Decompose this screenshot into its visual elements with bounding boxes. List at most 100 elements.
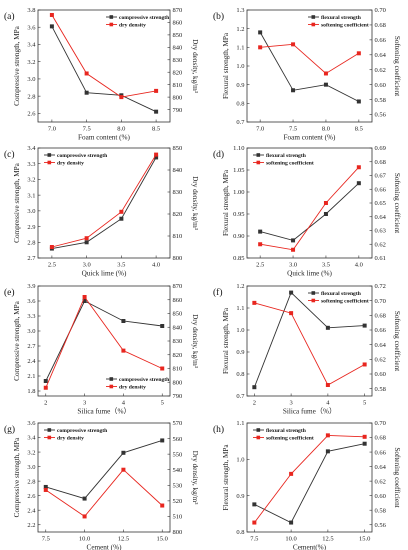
legend-entry: flexural strength [266, 153, 307, 159]
y-left-tick-label: 0.90 [233, 233, 244, 240]
y-left-tick-label: 1.1 [236, 45, 244, 52]
legend-entry: compressive strength [57, 428, 108, 434]
y-right-tick-label: 0.56 [375, 522, 387, 529]
data-point [43, 484, 48, 489]
y-right-tick-label: 870 [173, 7, 183, 14]
plot-frame [37, 9, 171, 123]
y-right-axis-label: Dry density, kg/m³ [191, 176, 199, 231]
panel-label: (f) [213, 287, 223, 298]
y-left-tick-label: 3.2 [27, 59, 35, 66]
x-tick-label: 7.5 [42, 536, 50, 543]
series-line-1 [45, 296, 163, 388]
y-right-tick-label: 840 [173, 167, 183, 174]
series-line-0 [253, 291, 365, 388]
y-right-tick-label: 840 [173, 45, 183, 52]
panel-d: (d) 2.5 3.0 3.5 4.0 0.85 0.90 0.95 1.00 1.05 1.10 0… [213, 145, 401, 277]
data-point [119, 216, 124, 221]
y-right-axis-label: Softening coefficient [393, 173, 401, 233]
y-right-tick-label: 0.64 [375, 342, 387, 349]
data-point [356, 165, 361, 170]
y-left-axis-label: Flexural strength, MPa [222, 307, 230, 374]
data-point [325, 325, 330, 330]
data-point [154, 152, 159, 157]
y-right-tick-label: 800 [173, 255, 183, 262]
y-left-tick-label: 0.9 [236, 349, 244, 356]
y-left-tick-label: 1.1 [236, 305, 244, 312]
y-right-tick-label: 820 [173, 69, 183, 76]
panel-h: (h) 7.5 10.0 12.5 15.0 0.8 0.9 1.0 1.1 0.56 0.58 0.… [213, 420, 401, 550]
x-tick-label: 2 [44, 400, 47, 407]
plot-frame [37, 147, 171, 259]
data-point [82, 295, 87, 299]
data-point [43, 379, 48, 383]
panel-label: (h) [213, 424, 224, 435]
series-line-0 [260, 182, 360, 241]
legend-marker [109, 377, 114, 381]
y-right-tick-label: 0.65 [375, 200, 386, 207]
y-right-tick-label: 550 [173, 451, 183, 458]
y-right-tick-label: 0.62 [375, 241, 386, 248]
legend-marker [311, 22, 316, 27]
series-line-1 [51, 154, 157, 248]
y-right-tick-label: 0.67 [375, 173, 387, 180]
y-left-tick-label: 3.0 [27, 76, 35, 83]
legend: compressive strength dry density [106, 15, 170, 29]
y-right-tick-label: 0.68 [375, 435, 386, 442]
y-right-tick-label: 810 [173, 82, 183, 89]
y-left-tick-label: 3.6 [27, 298, 36, 305]
legend-marker [256, 153, 261, 157]
y-right-tick-label: 0.58 [375, 97, 386, 104]
data-point [154, 155, 159, 160]
data-point [291, 88, 296, 93]
data-point [291, 42, 296, 47]
panel-f: (f) 2 3 4 5 0.7 0.8 0.9 1.0 1.1 1.2 0.58 0.60 0.62 0.6… [213, 283, 401, 415]
series-line-1 [51, 14, 157, 98]
y-left-tick-label: 2.6 [27, 493, 36, 500]
y-right-axis-label: Softening coefficient [393, 36, 401, 96]
legend-entry: dry density [119, 385, 146, 391]
legend-marker [256, 435, 261, 440]
y-right-tick-label: 0.62 [375, 67, 386, 74]
legend: compressive strength dry density [106, 377, 170, 391]
x-axis-label: Cement(%) [293, 544, 327, 550]
x-tick-label: 15.0 [359, 536, 370, 543]
x-tick-label: 10.0 [285, 536, 296, 543]
legend-entry: compressive strength [119, 377, 170, 383]
series-line-1 [254, 434, 365, 523]
y-right-axis-label: Softening coefficient [393, 311, 401, 371]
y-left-tick-label: 1.05 [233, 167, 244, 174]
legend-marker [47, 153, 52, 157]
y-right-tick-label: 850 [173, 32, 183, 39]
y-right-tick-label: 0.64 [375, 52, 387, 59]
y-right-tick-label: 870 [173, 283, 183, 290]
y-right-tick-label: 0.68 [375, 22, 386, 29]
y-right-tick-label: 0.66 [375, 37, 387, 44]
data-point [252, 385, 257, 390]
data-point [154, 88, 159, 93]
y-right-tick-label: 830 [173, 338, 183, 345]
y-right-tick-label: 810 [173, 366, 183, 373]
legend-marker [109, 15, 114, 19]
data-point [362, 434, 367, 439]
y-left-axis-label: Compressive strength, MPa [13, 437, 21, 517]
y-right-tick-label: 0.56 [375, 112, 387, 119]
x-tick-label: 4.0 [152, 262, 160, 269]
x-axis-label: Cement (%) [87, 544, 123, 550]
y-left-tick-label: 3.3 [27, 161, 35, 168]
legend: compressive strength dry density [44, 428, 108, 442]
y-right-tick-label: 790 [173, 107, 183, 114]
y-left-tick-label: 2.7 [27, 343, 36, 350]
y-right-tick-label: 0.60 [375, 371, 386, 378]
y-left-axis-label: Flexural strength, MPa [222, 169, 230, 236]
y-left-tick-label: 1.00 [233, 189, 244, 196]
y-left-tick-label: 3.8 [27, 7, 35, 14]
series-line-0 [254, 443, 365, 524]
y-right-tick-label: 0.64 [375, 464, 387, 471]
y-left-tick-label: 1.10 [233, 145, 244, 152]
data-point [291, 247, 296, 252]
legend-entry: dry density [119, 23, 146, 29]
data-point [160, 438, 165, 443]
data-point [119, 95, 124, 100]
y-left-axis-label: Compressive strength, MPa [13, 25, 21, 105]
y-left-tick-label: 1.3 [236, 7, 244, 14]
